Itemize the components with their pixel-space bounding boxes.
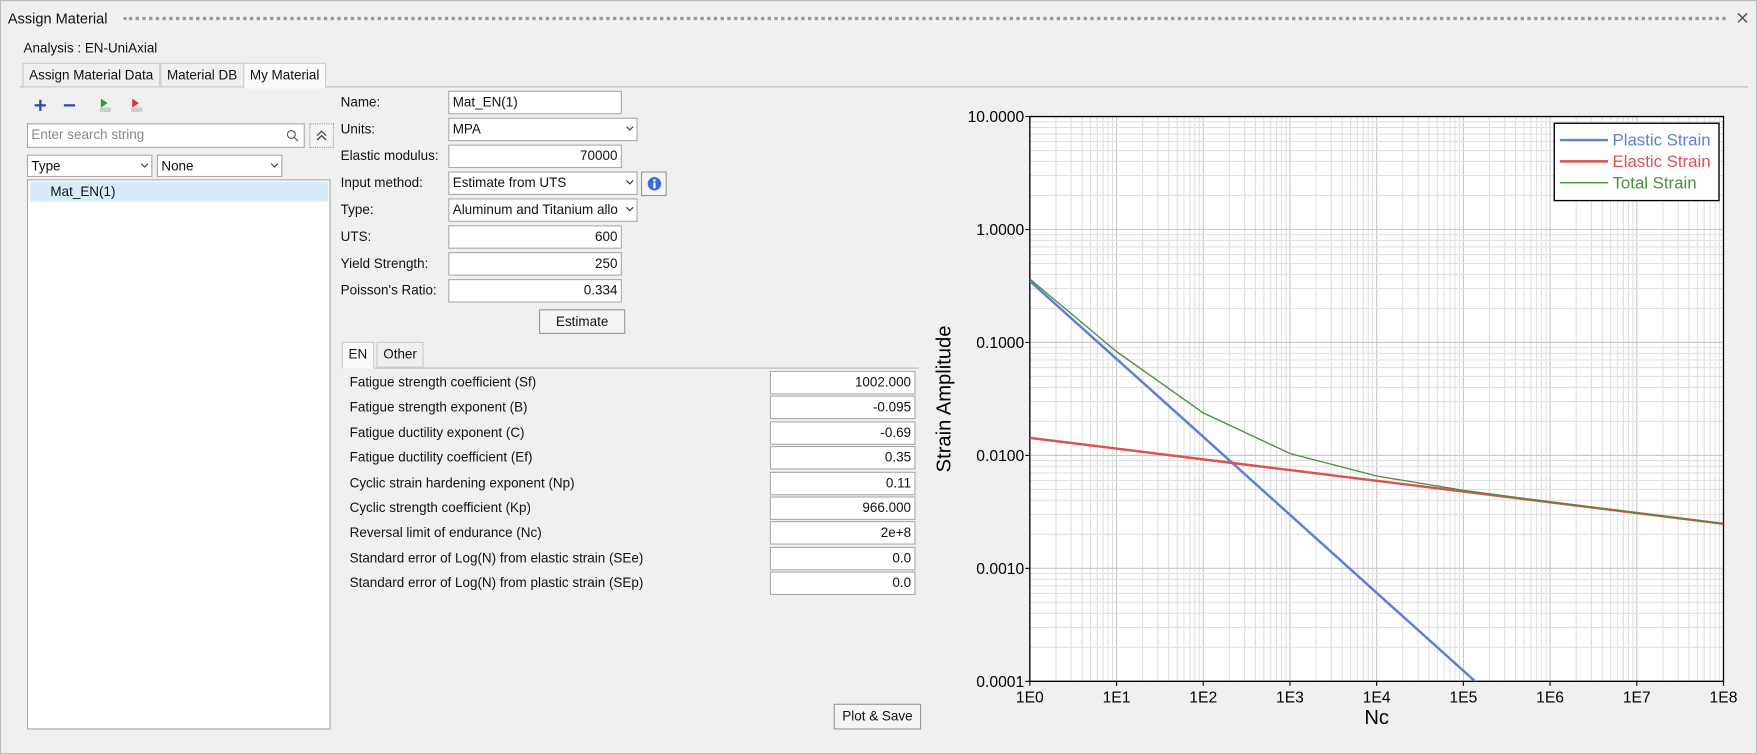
x-tick-label: 1E0 <box>1016 690 1044 707</box>
dropdown-arrow <box>626 206 634 212</box>
dropdown-arrow <box>626 126 634 131</box>
tab[interactable]: Assign Material Data <box>22 62 160 88</box>
dropdown-arrow <box>140 163 149 168</box>
x-tick-label: 1E7 <box>1623 690 1651 707</box>
parameter-input[interactable]: 0.11 <box>769 471 916 495</box>
field-label: Type: <box>340 201 374 218</box>
filter-text: None <box>161 158 194 174</box>
parameter-label: Cyclic strain hardening exponent (Np) <box>349 474 575 491</box>
parameter-input[interactable]: 0.35 <box>769 446 916 470</box>
window-title: Assign Material <box>7 10 108 27</box>
y-tick-label: 0.1000 <box>976 335 1024 352</box>
collapse-button[interactable] <box>309 123 334 148</box>
x-tick-label: 1E5 <box>1449 690 1477 707</box>
parameter-label: Fatigue ductility exponent (C) <box>349 424 525 441</box>
uts-input[interactable]: 600 <box>448 225 622 249</box>
parameter-label: Fatigue strength coefficient (Sf) <box>349 374 537 390</box>
analysis-label: Analysis : EN-UniAxial <box>23 40 158 57</box>
filter-text: Type <box>31 158 61 174</box>
search-input[interactable]: Enter search string <box>26 123 305 148</box>
select-text: Estimate from UTS <box>452 174 567 191</box>
subtab-active[interactable]: EN <box>341 341 374 369</box>
y-axis-label: Strain Amplitude <box>933 326 955 473</box>
type-select[interactable]: Aluminum and Titanium allo <box>448 198 638 222</box>
method-select[interactable]: Estimate from UTS <box>448 171 638 195</box>
yield-input[interactable]: 250 <box>448 252 622 276</box>
field-label: Input method: <box>340 174 423 191</box>
search-icon <box>286 129 299 142</box>
x-tick-label: 1E3 <box>1276 690 1304 707</box>
export-csv-icon[interactable] <box>131 98 143 113</box>
tab-active[interactable]: My Material <box>243 62 327 89</box>
y-tick-label: 10.0000 <box>968 109 1025 126</box>
info-button[interactable] <box>640 171 667 197</box>
dropdown-arrow <box>270 163 279 168</box>
parameter-input[interactable]: 966.000 <box>769 496 916 520</box>
plot-save-button[interactable]: Plot & Save <box>833 703 922 730</box>
x-tick-label: 1E4 <box>1363 690 1391 707</box>
title-grip <box>123 16 1726 21</box>
parameter-label: Fatigue strength exponent (B) <box>349 399 528 416</box>
parameter-label: Standard error of Log(N) from elastic st… <box>349 549 644 566</box>
x-tick-label: 1E8 <box>1710 690 1738 707</box>
parameter-input[interactable]: 0.0 <box>769 571 916 596</box>
field-label: UTS: <box>340 228 372 245</box>
parameter-label: Cyclic strength coefficient (Kp) <box>349 499 531 516</box>
select-text: Aluminum and Titanium allo <box>452 201 618 218</box>
estimate-button[interactable]: Estimate <box>539 309 626 334</box>
parameter-label: Fatigue ductility coefficient (Ef) <box>349 449 533 466</box>
y-tick-label: 0.0100 <box>976 448 1024 465</box>
parameter-label: Standard error of Log(N) from plastic st… <box>349 575 644 591</box>
x-axis-label: Nc <box>1364 707 1389 729</box>
name-input[interactable]: Mat_EN(1) <box>448 90 622 115</box>
tab-baseline <box>20 86 1749 88</box>
legend-label: Elastic Strain <box>1613 152 1711 171</box>
material-list: Mat_EN(1) <box>26 179 331 730</box>
material-item[interactable]: Mat_EN(1) <box>30 181 329 202</box>
field-label: Yield Strength: <box>340 255 429 272</box>
dropdown-arrow <box>626 180 634 185</box>
subtab[interactable]: Other <box>376 341 424 368</box>
field-label: Poisson's Ratio: <box>340 282 437 299</box>
type-filter[interactable]: Type <box>26 154 153 178</box>
series-line <box>1029 280 1477 682</box>
x-tick-label: 1E2 <box>1189 690 1217 707</box>
legend-label: Total Strain <box>1613 173 1697 192</box>
y-tick-label: 0.0010 <box>976 561 1024 578</box>
y-tick-label: 1.0000 <box>976 222 1024 239</box>
add-icon[interactable] <box>34 99 46 111</box>
plot-border <box>1029 115 1725 682</box>
legend-label: Plastic Strain <box>1613 131 1711 150</box>
y-tick-label: 0.0001 <box>976 674 1024 691</box>
search-placeholder: Enter search string <box>31 126 145 143</box>
subtab-baseline <box>340 367 919 369</box>
field-label: Name: <box>340 94 381 110</box>
x-tick-label: 1E6 <box>1536 690 1564 707</box>
collapse-icon <box>316 130 327 141</box>
value-filter[interactable]: None <box>156 154 283 178</box>
parameter-input[interactable]: -0.69 <box>769 421 916 445</box>
parameter-input[interactable]: 0.0 <box>769 546 916 571</box>
x-tick-label: 1E1 <box>1103 690 1131 707</box>
parameter-input[interactable]: 2e+8 <box>769 521 916 546</box>
poisson-input[interactable]: 0.334 <box>448 279 622 303</box>
info-icon <box>647 177 661 191</box>
series-line <box>1029 278 1724 525</box>
tab[interactable]: Material DB <box>160 62 244 88</box>
field-label: Units: <box>340 121 376 137</box>
select-text: MPA <box>452 121 481 137</box>
close-button[interactable] <box>1737 12 1748 23</box>
field-label: Elastic modulus: <box>340 147 439 164</box>
units-select[interactable]: MPA <box>448 117 638 142</box>
toolbar <box>34 98 143 113</box>
import-csv-icon[interactable] <box>99 98 111 113</box>
elastic-input[interactable]: 70000 <box>448 144 622 169</box>
chart: 1E0 1E1 1E2 1E3 1E4 1E5 1E6 1E7 1E8 10.0000 1.0000… <box>933 109 1738 729</box>
parameter-label: Reversal limit of endurance (Nc) <box>349 524 542 541</box>
parameter-input[interactable]: -0.095 <box>769 396 916 420</box>
parameter-input[interactable]: 1002.000 <box>769 370 916 395</box>
